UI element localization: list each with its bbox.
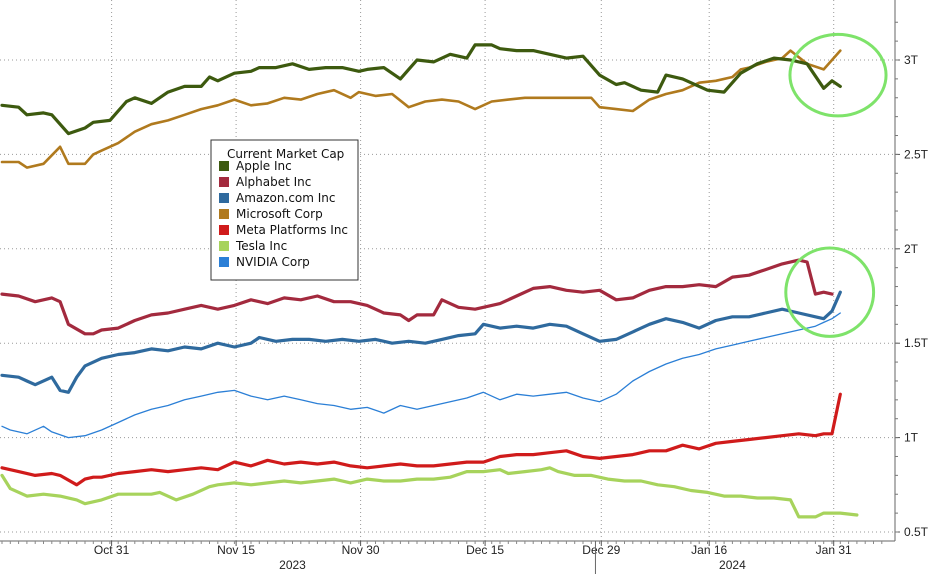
year-label: 2024	[719, 558, 746, 572]
x-tick-label: Dec 29	[582, 543, 620, 557]
x-tick-label: Nov 15	[217, 543, 255, 557]
series-line-apple-inc	[0, 43, 842, 136]
series-line-nvidia-corp	[1, 312, 841, 439]
legend-swatch	[219, 225, 229, 235]
legend-swatch	[219, 257, 229, 267]
legend-swatch	[219, 161, 229, 171]
legend-label: Meta Platforms Inc	[236, 223, 348, 237]
annotation-highlight-mid	[784, 246, 876, 338]
legend-label: Alphabet Inc	[236, 175, 311, 189]
year-label: 2023	[279, 558, 306, 572]
legend-swatch	[219, 209, 229, 219]
annotations	[784, 32, 888, 338]
series-line-amazon-com-inc	[0, 290, 842, 394]
series-line-tesla-inc	[0, 466, 859, 519]
legend-box	[210, 139, 359, 281]
series-line-microsoft-corp	[0, 49, 842, 169]
series-lines	[0, 43, 859, 519]
annotation-highlight-top	[788, 32, 888, 118]
legend-swatch	[219, 177, 229, 187]
x-tick-label: Dec 15	[466, 543, 504, 557]
legend-label: Microsoft Corp	[236, 207, 323, 221]
x-tick-label: Jan 31	[816, 543, 852, 557]
y-tick-label: 1T	[904, 431, 919, 445]
series-line-alphabet-inc	[0, 258, 834, 336]
legend-label: Amazon.com Inc	[236, 191, 336, 205]
legend-swatch	[219, 193, 229, 203]
y-tick-label: 0.5T	[904, 525, 929, 539]
legend-label: Apple Inc	[236, 159, 292, 173]
y-tick-label: 2T	[904, 242, 919, 256]
legend-items: Apple Inc Alphabet Inc Amazon.com Inc Micro…	[219, 159, 348, 269]
legend-title: Current Market Cap	[227, 147, 344, 161]
legend-label: Tesla Inc	[235, 239, 287, 253]
series-line-meta-platforms-inc	[0, 392, 842, 487]
legend-swatch	[219, 241, 229, 251]
x-tick-label: Oct 31	[94, 543, 130, 557]
y-tick-label: 2.5T	[904, 147, 929, 161]
x-tick-label: Nov 30	[342, 543, 380, 557]
legend: Current Market Cap Apple Inc Alphabet Inc…	[210, 139, 359, 281]
y-tick-label: 3T	[904, 53, 919, 67]
y-tick-label: 1.5T	[904, 336, 929, 350]
x-tick-label: Jan 16	[691, 543, 727, 557]
legend-label: NVIDIA Corp	[236, 255, 310, 269]
